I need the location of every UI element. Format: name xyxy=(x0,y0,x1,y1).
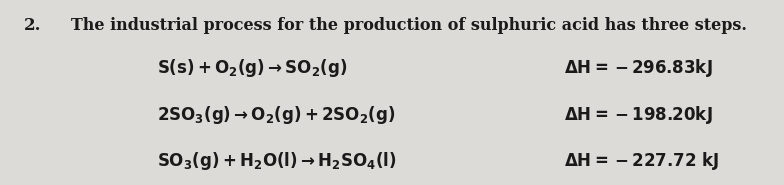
Text: $\mathbf{\Delta H=-227.72\ kJ}$: $\mathbf{\Delta H=-227.72\ kJ}$ xyxy=(564,150,719,172)
Text: 2.: 2. xyxy=(24,17,41,34)
Text: $\mathbf{\Delta H=-198.20kJ}$: $\mathbf{\Delta H=-198.20kJ}$ xyxy=(564,104,713,126)
Text: $\mathbf{\Delta H=-296.83kJ}$: $\mathbf{\Delta H=-296.83kJ}$ xyxy=(564,58,713,79)
Text: $\mathbf{SO_3(g)+H_2O(l)\rightarrow H_2SO_4(l)}$: $\mathbf{SO_3(g)+H_2O(l)\rightarrow H_2S… xyxy=(157,150,396,172)
Text: $\mathbf{S(s)+O_2(g)\rightarrow SO_2(g)}$: $\mathbf{S(s)+O_2(g)\rightarrow SO_2(g)}… xyxy=(157,58,347,79)
Text: The industrial process for the production of sulphuric acid has three steps.: The industrial process for the productio… xyxy=(71,17,746,34)
Text: $\mathbf{2SO_3(g)\rightarrow O_2(g)+2SO_2(g)}$: $\mathbf{2SO_3(g)\rightarrow O_2(g)+2SO_… xyxy=(157,104,395,126)
